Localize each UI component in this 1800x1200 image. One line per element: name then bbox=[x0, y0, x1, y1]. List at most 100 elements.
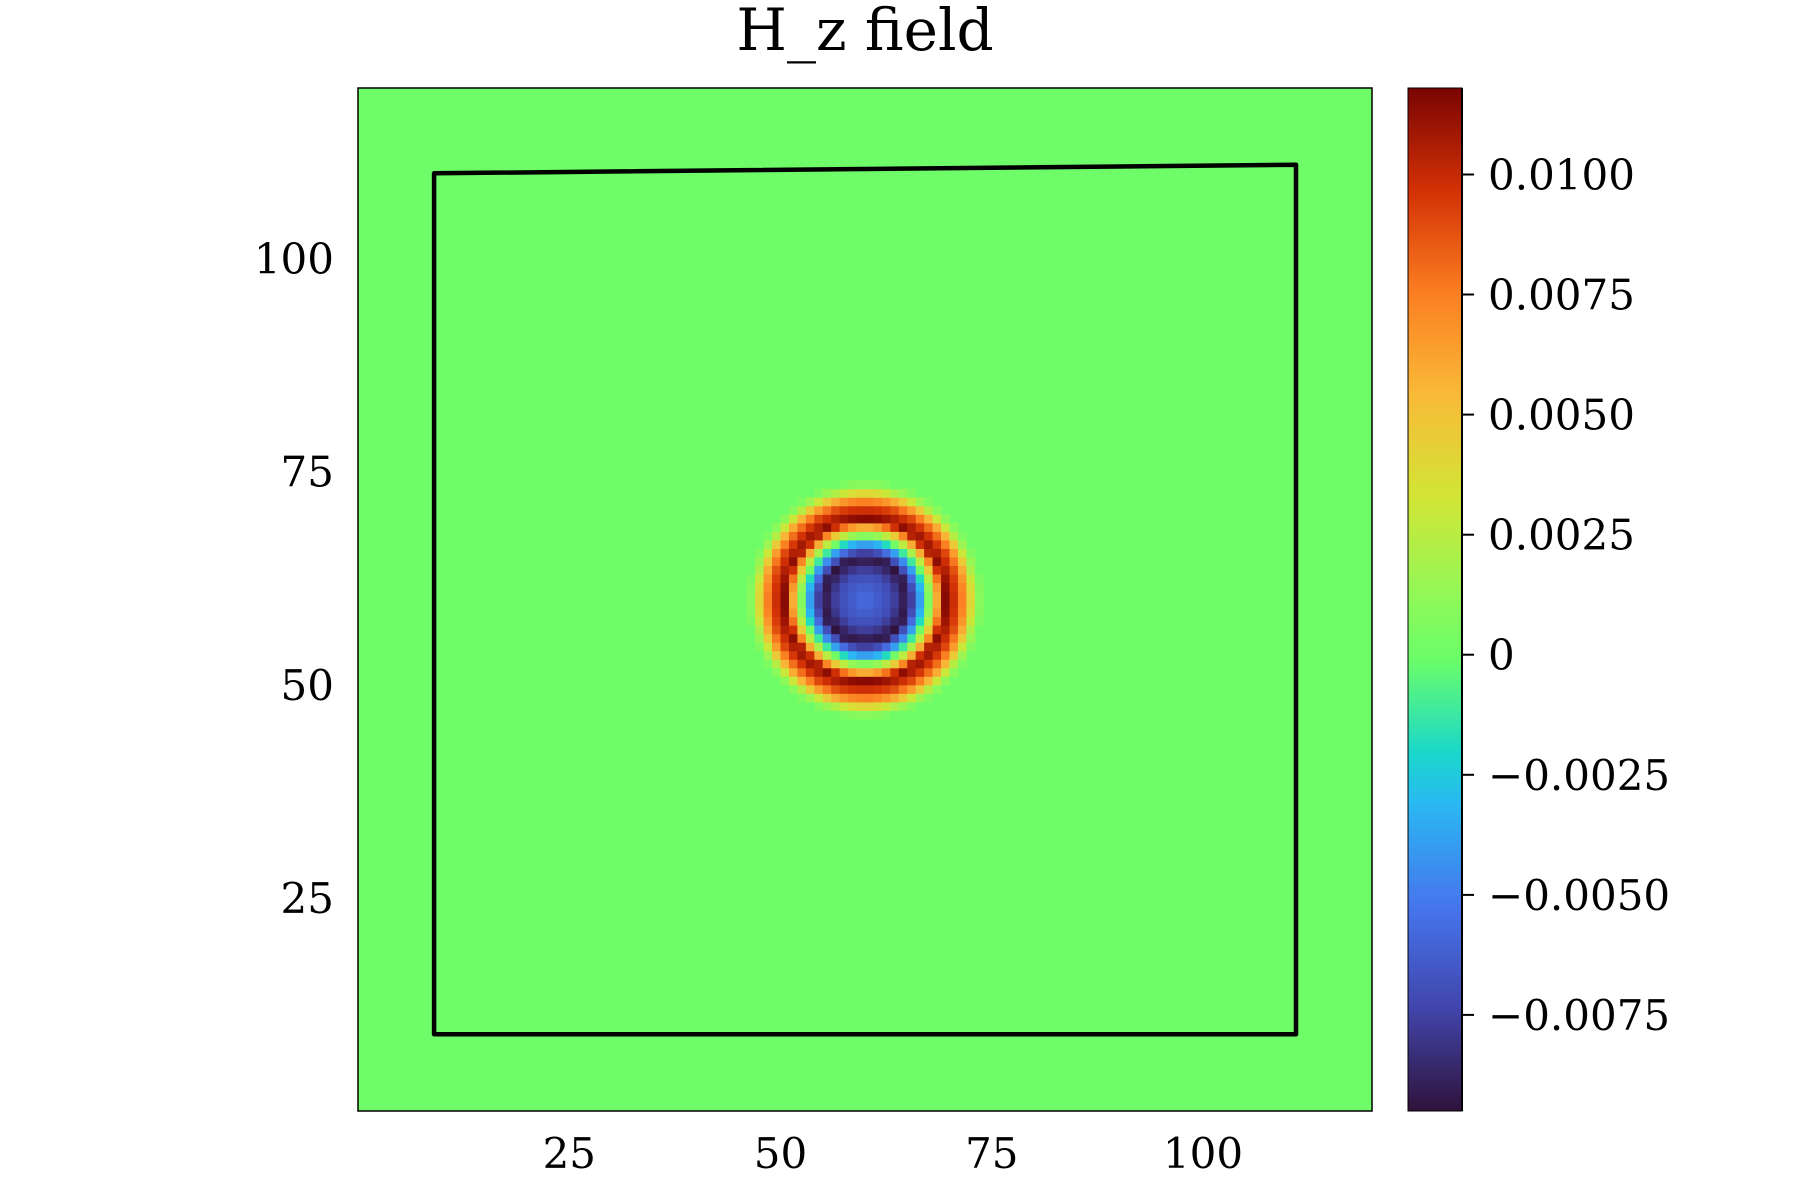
heatmap-cell bbox=[924, 599, 934, 609]
heatmap-cell bbox=[780, 616, 790, 626]
heatmap-cell bbox=[788, 505, 798, 515]
colorbar-tick-label: 0.0075 bbox=[1488, 271, 1635, 320]
heatmap-cell bbox=[941, 590, 951, 601]
heatmap-cell bbox=[873, 556, 883, 567]
heatmap-cell bbox=[797, 582, 807, 592]
heatmap-cell bbox=[856, 650, 866, 660]
heatmap-cell bbox=[907, 676, 917, 686]
heatmap-cell bbox=[814, 650, 824, 660]
heatmap-cell bbox=[949, 608, 959, 618]
heatmap-cell bbox=[932, 539, 942, 549]
heatmap-cell bbox=[772, 642, 782, 652]
heatmap-cell bbox=[932, 565, 942, 575]
heatmap-cell bbox=[831, 616, 841, 626]
heatmap-cell bbox=[890, 539, 900, 549]
heatmap-cell bbox=[881, 505, 891, 515]
heatmap-cell bbox=[822, 548, 832, 558]
heatmap-cell bbox=[822, 625, 832, 635]
heatmap-cell bbox=[788, 616, 798, 626]
heatmap-cell bbox=[890, 616, 900, 626]
heatmap-cell bbox=[822, 599, 832, 609]
heatmap-cell bbox=[890, 548, 900, 558]
heatmap-cell bbox=[949, 531, 959, 541]
heatmap-cell bbox=[949, 625, 959, 635]
heatmap-cell bbox=[763, 590, 773, 601]
heatmap-cell bbox=[831, 582, 841, 592]
heatmap-cell bbox=[848, 539, 858, 549]
heatmap-cell bbox=[763, 633, 773, 643]
heatmap-cell bbox=[797, 505, 807, 515]
heatmap-cell bbox=[856, 676, 866, 686]
heatmap-cell bbox=[873, 633, 883, 643]
heatmap-cell bbox=[898, 659, 908, 669]
heatmap-cell bbox=[797, 539, 807, 549]
heatmap-cell bbox=[856, 590, 866, 601]
heatmap-cell bbox=[780, 608, 790, 618]
heatmap-cell bbox=[831, 676, 841, 686]
heatmap-cell bbox=[898, 650, 908, 660]
heatmap-cell bbox=[848, 667, 858, 677]
heatmap-cell bbox=[839, 548, 849, 558]
heatmap-cell bbox=[890, 701, 900, 711]
heatmap-cell bbox=[805, 676, 815, 686]
heatmap-cell bbox=[814, 659, 824, 669]
heatmap-cell bbox=[966, 616, 976, 626]
heatmap-cell bbox=[924, 573, 934, 584]
heatmap-cell bbox=[780, 582, 790, 592]
heatmap-cell bbox=[881, 650, 891, 660]
heatmap-cell bbox=[831, 650, 841, 660]
heatmap-cell bbox=[907, 642, 917, 652]
heatmap-cell bbox=[932, 642, 942, 652]
heatmap-cell bbox=[873, 497, 883, 507]
heatmap-cell bbox=[873, 565, 883, 575]
heatmap-cell bbox=[763, 608, 773, 618]
heatmap-cell bbox=[932, 522, 942, 532]
heatmap-cell bbox=[898, 608, 908, 618]
heatmap-cell bbox=[780, 514, 790, 524]
heatmap-cell bbox=[746, 599, 756, 609]
heatmap-cell bbox=[941, 582, 951, 592]
heatmap-cell bbox=[932, 625, 942, 635]
heatmap-cell bbox=[873, 582, 883, 592]
heatmap-cell bbox=[780, 667, 790, 677]
heatmap-cell bbox=[831, 642, 841, 652]
heatmap-cell bbox=[932, 582, 942, 592]
heatmap-cell bbox=[772, 625, 782, 635]
heatmap-cell bbox=[924, 608, 934, 618]
heatmap-cell bbox=[907, 659, 917, 669]
heatmap-cell bbox=[949, 616, 959, 626]
heatmap-cell bbox=[848, 693, 858, 703]
heatmap-cell bbox=[814, 573, 824, 584]
heatmap-cell bbox=[856, 684, 866, 694]
heatmap-cell bbox=[966, 582, 976, 592]
heatmap-cell bbox=[873, 659, 883, 669]
heatmap-cell bbox=[856, 556, 866, 567]
heatmap-cell bbox=[755, 599, 765, 609]
colorbar-ticks: 0.0100 0.0075 0.0050 0.0025 0 −0.0025 −0.0050 −… bbox=[1462, 151, 1670, 1040]
heatmap-cell bbox=[805, 548, 815, 558]
heatmap-cell bbox=[966, 573, 976, 584]
heatmap-cell bbox=[941, 642, 951, 652]
heatmap-cell bbox=[856, 693, 866, 703]
heatmap-cell bbox=[924, 582, 934, 592]
heatmap-cell bbox=[780, 659, 790, 669]
heatmap-cell bbox=[822, 556, 832, 567]
heatmap-cell bbox=[915, 582, 925, 592]
heatmap-cell bbox=[746, 616, 756, 626]
heatmap-cell bbox=[949, 548, 959, 558]
heatmap-cell bbox=[755, 573, 765, 584]
heatmap-cell bbox=[788, 642, 798, 652]
heatmap-cell bbox=[839, 565, 849, 575]
heatmap-cell bbox=[805, 608, 815, 618]
heatmap-cell bbox=[865, 599, 875, 609]
heatmap-cell bbox=[772, 667, 782, 677]
heatmap-cell bbox=[805, 667, 815, 677]
heatmap-cell bbox=[814, 582, 824, 592]
heatmap-cell bbox=[822, 693, 832, 703]
heatmap-cell bbox=[932, 590, 942, 601]
heatmap-cell bbox=[831, 701, 841, 711]
heatmap-cell bbox=[831, 531, 841, 541]
heatmap-cell bbox=[797, 633, 807, 643]
heatmap-cell bbox=[957, 633, 967, 643]
heatmap-cell bbox=[814, 556, 824, 567]
